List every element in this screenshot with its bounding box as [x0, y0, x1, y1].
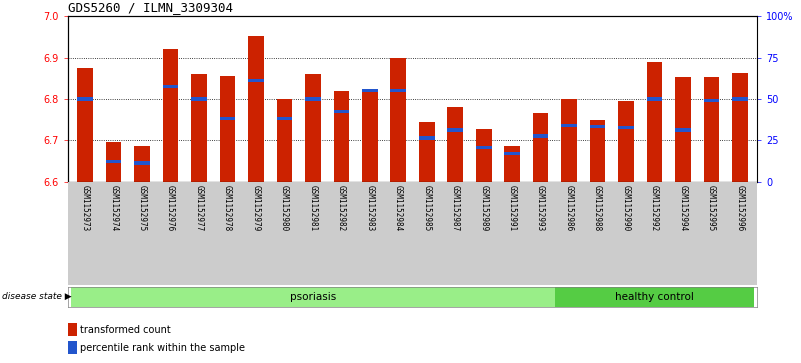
- Text: GSM1152985: GSM1152985: [422, 185, 431, 231]
- Bar: [555, 287, 754, 307]
- Bar: [646, 62, 662, 182]
- Text: GSM1152975: GSM1152975: [138, 185, 147, 231]
- Bar: [419, 136, 435, 140]
- Bar: [562, 99, 577, 182]
- Text: GSM1152984: GSM1152984: [394, 185, 403, 231]
- Text: GSM1152993: GSM1152993: [536, 185, 545, 231]
- Text: GSM1152996: GSM1152996: [735, 185, 744, 231]
- Bar: [505, 152, 520, 155]
- Bar: [333, 91, 349, 182]
- Bar: [590, 125, 606, 128]
- Bar: [135, 146, 150, 182]
- Text: GSM1152976: GSM1152976: [166, 185, 175, 231]
- Text: GSM1152987: GSM1152987: [451, 185, 460, 231]
- Bar: [106, 160, 122, 163]
- Bar: [219, 117, 235, 121]
- Bar: [703, 77, 719, 182]
- Text: GSM1152986: GSM1152986: [565, 185, 574, 231]
- Bar: [191, 97, 207, 101]
- Bar: [390, 58, 406, 182]
- Bar: [476, 146, 492, 149]
- Bar: [78, 97, 93, 101]
- Text: disease state ▶: disease state ▶: [2, 292, 71, 301]
- Text: GSM1152978: GSM1152978: [223, 185, 232, 231]
- Bar: [476, 129, 492, 182]
- Text: GSM1152974: GSM1152974: [109, 185, 118, 231]
- Text: GSM1152983: GSM1152983: [365, 185, 374, 231]
- Bar: [248, 79, 264, 82]
- Bar: [362, 91, 377, 182]
- Bar: [505, 146, 520, 182]
- Text: GSM1152988: GSM1152988: [593, 185, 602, 231]
- Bar: [533, 113, 549, 182]
- Text: GSM1152981: GSM1152981: [308, 185, 317, 231]
- Text: GSM1152982: GSM1152982: [337, 185, 346, 231]
- Bar: [618, 126, 634, 130]
- Bar: [675, 77, 690, 182]
- Bar: [448, 128, 463, 131]
- Text: GSM1152992: GSM1152992: [650, 185, 659, 231]
- Bar: [448, 107, 463, 182]
- Text: GSM1152994: GSM1152994: [678, 185, 687, 231]
- Bar: [732, 97, 747, 101]
- Bar: [562, 124, 577, 127]
- Bar: [333, 110, 349, 113]
- Bar: [732, 73, 747, 182]
- Bar: [618, 101, 634, 182]
- Bar: [362, 89, 377, 92]
- Text: GDS5260 / ILMN_3309304: GDS5260 / ILMN_3309304: [68, 1, 233, 14]
- Bar: [106, 142, 122, 182]
- Bar: [135, 161, 150, 164]
- Bar: [590, 121, 606, 182]
- Bar: [71, 287, 555, 307]
- Text: GSM1152989: GSM1152989: [479, 185, 488, 231]
- Bar: [248, 36, 264, 182]
- Text: GSM1152979: GSM1152979: [252, 185, 260, 231]
- Text: GSM1152990: GSM1152990: [622, 185, 630, 231]
- Text: transformed count: transformed count: [80, 325, 171, 335]
- Bar: [68, 341, 77, 354]
- Text: GSM1152977: GSM1152977: [195, 185, 203, 231]
- Bar: [68, 323, 77, 336]
- Bar: [533, 134, 549, 138]
- Bar: [191, 74, 207, 182]
- Text: healthy control: healthy control: [615, 292, 694, 302]
- Bar: [703, 98, 719, 102]
- Bar: [276, 117, 292, 121]
- Bar: [646, 97, 662, 101]
- Bar: [419, 122, 435, 182]
- Text: GSM1152980: GSM1152980: [280, 185, 289, 231]
- Bar: [305, 74, 320, 182]
- Text: percentile rank within the sample: percentile rank within the sample: [80, 343, 245, 353]
- Text: GSM1152991: GSM1152991: [508, 185, 517, 231]
- Bar: [305, 97, 320, 101]
- Bar: [78, 68, 93, 182]
- Bar: [675, 128, 690, 131]
- Text: GSM1152995: GSM1152995: [707, 185, 716, 231]
- Bar: [390, 89, 406, 92]
- Bar: [276, 99, 292, 182]
- Bar: [219, 76, 235, 182]
- Text: GSM1152973: GSM1152973: [81, 185, 90, 231]
- Bar: [163, 85, 179, 88]
- Text: psoriasis: psoriasis: [290, 292, 336, 302]
- Bar: [163, 49, 179, 182]
